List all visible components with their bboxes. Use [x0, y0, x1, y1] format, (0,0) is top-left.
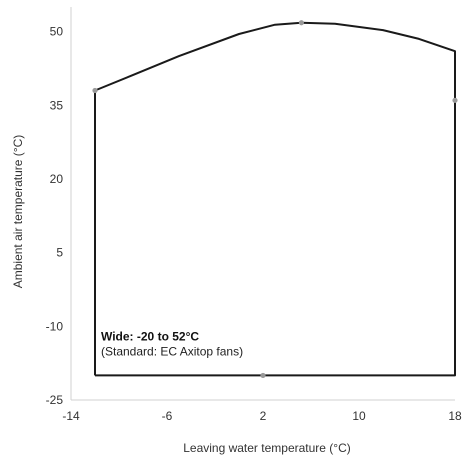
x-axis-title: Leaving water temperature (°C): [183, 441, 351, 455]
annotation-title: Wide: -20 to 52°C: [101, 330, 199, 344]
y-tick-label: -25: [46, 393, 64, 407]
y-tick-label: 20: [50, 172, 64, 186]
marker-group: [92, 20, 458, 379]
x-tick-labels: -14 -6 2 10 18: [62, 409, 462, 423]
y-axis-title: Ambient air temperature (°C): [11, 135, 25, 289]
data-point-marker: [92, 87, 98, 94]
x-tick-label: -14: [62, 409, 80, 423]
y-tick-labels: 50 35 20 5 -10 -25: [46, 25, 64, 407]
axes: [70, 7, 455, 401]
y-tick-label: 5: [56, 246, 63, 260]
data-point-marker: [298, 20, 304, 26]
y-tick-label: 35: [50, 98, 64, 112]
y-tick-label: 50: [50, 25, 64, 39]
annotation-subtitle: (Standard: EC Axitop fans): [101, 345, 243, 359]
data-point-marker: [260, 372, 266, 379]
x-tick-label: 10: [352, 409, 366, 423]
y-tick-label: -10: [46, 319, 64, 333]
x-tick-label: -6: [162, 409, 173, 423]
x-tick-label: 18: [448, 409, 462, 423]
series-group: [94, 21, 456, 377]
envelope-line: [94, 21, 456, 377]
data-point-marker: [452, 97, 458, 103]
x-tick-label: 2: [260, 409, 267, 423]
